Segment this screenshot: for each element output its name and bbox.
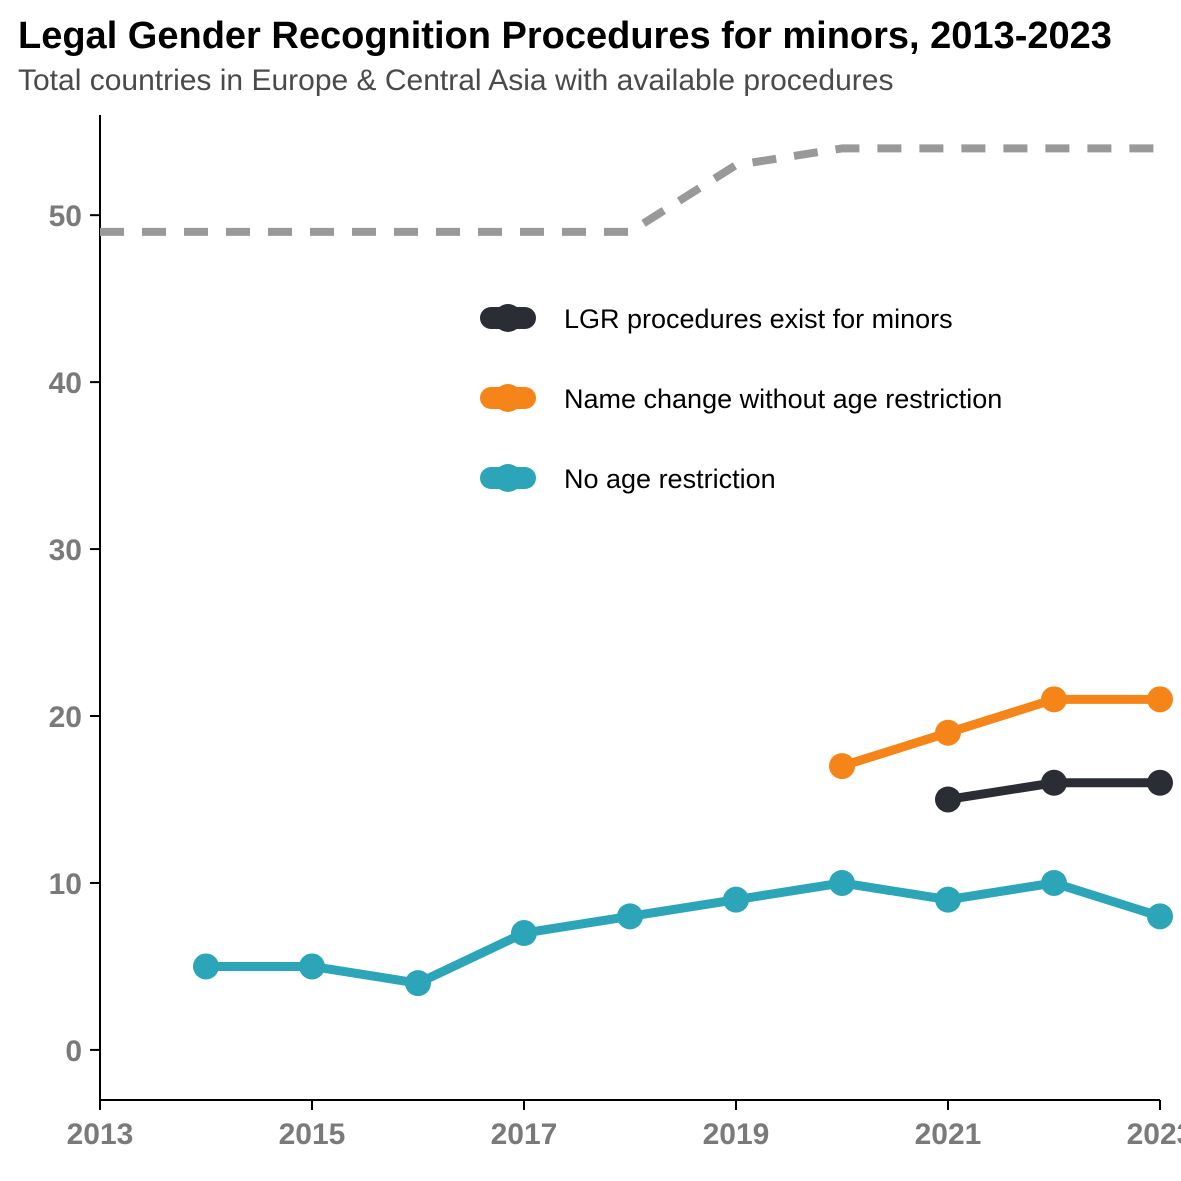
series-marker-no_age_restriction (617, 903, 643, 929)
chart-container: Legal Gender Recognition Procedures for … (0, 0, 1181, 1181)
series-marker-name_change (935, 720, 961, 746)
series-marker-no_age_restriction (511, 920, 537, 946)
x-tick-label: 2017 (491, 1118, 558, 1151)
series-marker-name_change (1041, 686, 1067, 712)
series-marker-no_age_restriction (723, 887, 749, 913)
y-tick-label: 10 (49, 868, 82, 901)
y-tick-label: 40 (49, 367, 82, 400)
series-marker-no_age_restriction (405, 970, 431, 996)
series-marker-no_age_restriction (1041, 870, 1067, 896)
chart-background (0, 0, 1181, 1181)
legend-label-lgr_exists: LGR procedures exist for minors (564, 304, 953, 334)
series-marker-lgr_exists (1041, 770, 1067, 796)
series-marker-lgr_exists (1147, 770, 1173, 796)
x-tick-label: 2015 (279, 1118, 346, 1151)
legend-swatch-dot-lgr_exists (494, 304, 522, 332)
y-tick-label: 50 (49, 200, 82, 233)
series-marker-no_age_restriction (193, 953, 219, 979)
series-marker-no_age_restriction (1147, 903, 1173, 929)
legend-label-name_change: Name change without age restriction (564, 384, 1002, 414)
y-tick-label: 0 (65, 1035, 82, 1068)
chart-title: Legal Gender Recognition Procedures for … (18, 15, 1112, 57)
line-chart: Legal Gender Recognition Procedures for … (0, 0, 1181, 1181)
x-tick-label: 2013 (67, 1118, 134, 1151)
series-marker-no_age_restriction (935, 887, 961, 913)
x-tick-label: 2021 (915, 1118, 982, 1151)
x-tick-label: 2019 (703, 1118, 770, 1151)
series-marker-lgr_exists (935, 786, 961, 812)
y-tick-label: 20 (49, 701, 82, 734)
legend-label-no_age_restriction: No age restriction (564, 464, 776, 494)
x-tick-label: 2023 (1127, 1118, 1181, 1151)
series-marker-name_change (829, 753, 855, 779)
series-marker-no_age_restriction (299, 953, 325, 979)
chart-subtitle: Total countries in Europe & Central Asia… (18, 64, 893, 97)
series-marker-name_change (1147, 686, 1173, 712)
legend-swatch-dot-name_change (494, 384, 522, 412)
y-tick-label: 30 (49, 534, 82, 567)
series-marker-no_age_restriction (829, 870, 855, 896)
legend-swatch-dot-no_age_restriction (494, 464, 522, 492)
